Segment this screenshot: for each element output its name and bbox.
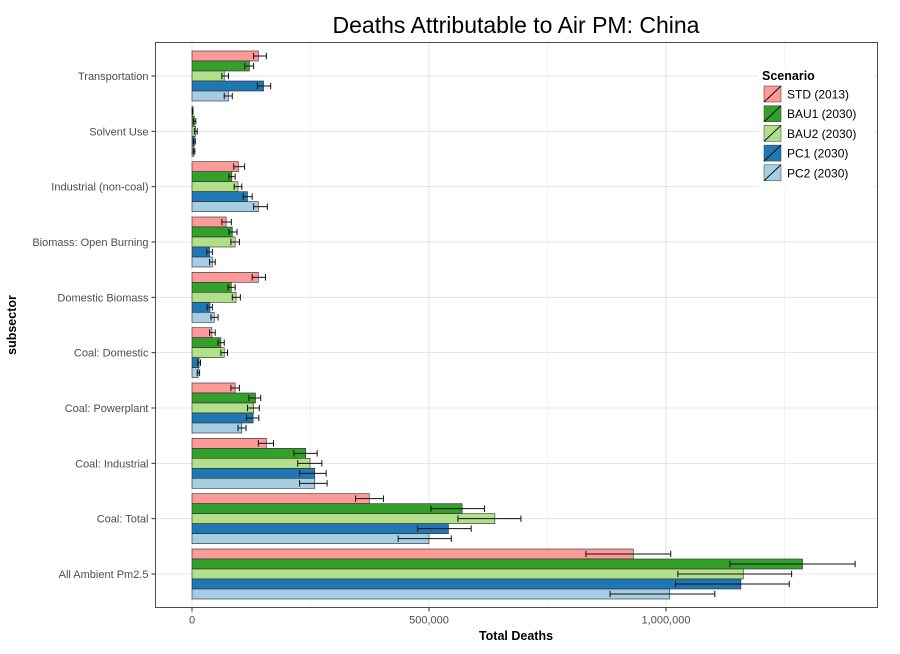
x-tick-label: 0 [189,615,195,627]
legend-label: STD (2013) [787,88,849,102]
y-tick-label: All Ambient Pm2.5 [59,569,149,581]
bar [191,90,229,102]
chart-title: Deaths Attributable to Air PM: China [333,12,700,38]
bar [191,493,370,504]
bar [191,412,254,424]
y-tick-label: Coal: Domestic [74,348,149,360]
bar [191,392,256,404]
x-tick-label: 500,000 [409,615,449,627]
bar [191,523,449,534]
bar [191,347,225,358]
y-tick-label: Biomass: Open Burning [32,237,148,249]
y-axis-title: subsector [5,295,19,355]
bar [191,50,259,62]
legend-key-line [763,105,782,123]
legend-key-line [763,85,782,103]
plot-area: 0 500,000 1,000,000 Transportation Solvent U… [32,42,878,627]
bar [191,458,311,469]
legend-title: Scenario [762,69,815,83]
legend-key-line [763,144,782,162]
legend-label: PC2 (2030) [787,166,848,180]
bar [191,422,243,434]
legend-key-line [763,125,782,142]
bar [191,478,316,489]
bar [191,226,233,238]
bar [191,468,316,479]
bar [191,327,213,338]
bar [191,201,259,212]
bar [191,216,227,228]
legend-key-line [763,164,782,182]
legend-label: BAU1 (2030) [787,107,856,121]
panel-border [155,42,878,608]
bar [191,448,307,459]
bar [191,568,744,580]
bar [191,161,239,172]
bar [191,513,496,524]
bar [191,578,742,590]
bar [191,533,430,544]
x-axis-title: Total Deaths [479,629,553,643]
y-tick-label: Transportation [78,71,149,83]
bar [191,282,232,293]
y-tick-label: Solvent Use [89,126,148,138]
bar [191,548,634,560]
legend-label: PC1 (2030) [787,147,848,161]
bar [191,80,264,92]
bar [191,558,803,570]
bar [191,503,463,514]
bar [191,438,267,449]
bar [191,402,254,414]
bar [191,588,671,600]
bar [191,60,250,72]
bar [191,181,239,192]
y-tick-label: Industrial (non-coal) [51,182,148,194]
bar [191,292,237,303]
y-tick-label: Coal: Total [97,514,149,526]
bar [191,191,248,202]
bar [191,337,222,348]
bar [191,272,259,283]
bar [191,236,236,248]
y-tick-label: Domestic Biomass [57,292,149,304]
legend-label: BAU2 (2030) [787,127,856,141]
bar [191,171,233,182]
bar [191,382,236,394]
bar [191,70,225,82]
x-tick-label: 1,000,000 [642,615,691,627]
y-tick-label: Coal: Industrial [75,458,148,470]
y-tick-label: Coal: Powerplant [65,403,149,415]
